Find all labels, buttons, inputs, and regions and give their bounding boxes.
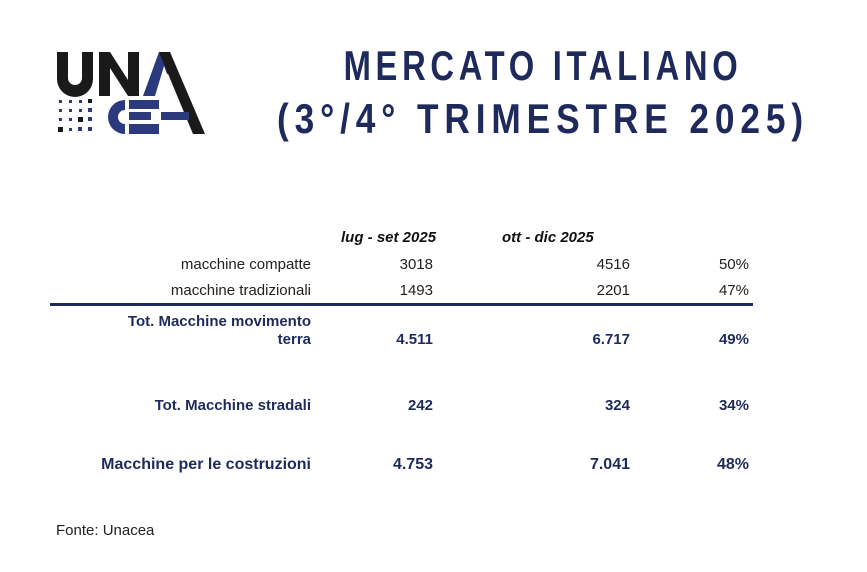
row-percent: 47% bbox=[718, 282, 749, 299]
row-value: 4516 bbox=[596, 256, 630, 273]
row-label-stradali: Tot. Macchine stradali bbox=[154, 397, 311, 414]
source-note: Fonte: Unacea bbox=[56, 522, 155, 539]
header-q3: lug - set 2025 bbox=[341, 229, 437, 246]
row-label-compatte: macchine compatte bbox=[180, 256, 311, 273]
row-value: 3018 bbox=[399, 256, 433, 273]
header-q4: ott - dic 2025 bbox=[502, 229, 594, 246]
row-value: 242 bbox=[407, 397, 433, 414]
row-percent: 48% bbox=[716, 456, 749, 473]
row-value: 2201 bbox=[596, 282, 630, 299]
row-label-movimento-terra-1: Tot. Macchine movimento bbox=[127, 313, 311, 330]
row-value: 324 bbox=[604, 397, 630, 414]
row-value: 4.511 bbox=[396, 331, 433, 348]
row-value: 1493 bbox=[399, 282, 433, 299]
row-value: 6.717 bbox=[592, 331, 630, 348]
row-label-movimento-terra-2: terra bbox=[277, 331, 311, 348]
title-line-2: (3°/4° TRIMESTRE 2025) bbox=[276, 95, 810, 142]
row-percent: 50% bbox=[718, 256, 749, 273]
row-percent: 49% bbox=[718, 331, 749, 348]
row-percent: 34% bbox=[718, 397, 749, 414]
unacea-logo bbox=[57, 52, 205, 134]
row-value: 4.753 bbox=[392, 456, 433, 473]
row-label-tradizionali: macchine tradizionali bbox=[170, 282, 311, 299]
row-value: 7.041 bbox=[589, 456, 630, 473]
table-divider bbox=[50, 303, 753, 306]
row-label-costruzioni: Macchine per le costruzioni bbox=[101, 456, 311, 473]
title-line-1: MERCATO ITALIANO bbox=[343, 42, 743, 89]
